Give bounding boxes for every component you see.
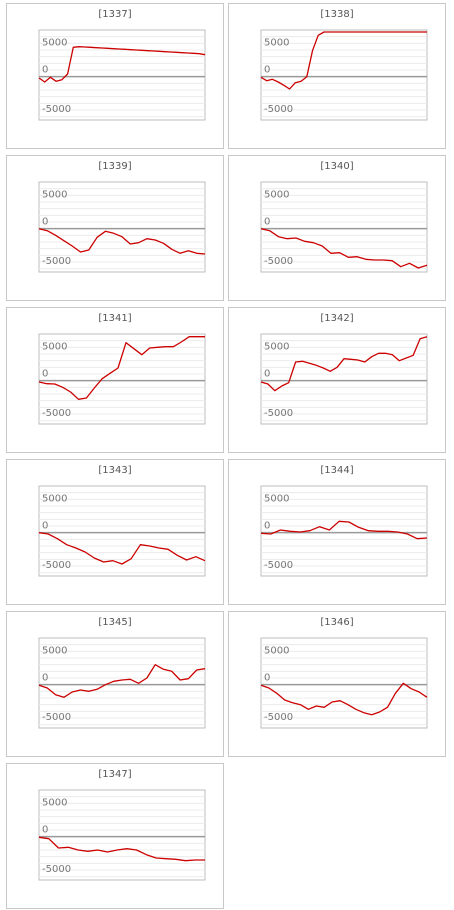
y-tick-label: 0: [264, 673, 270, 684]
plot-area: [260, 333, 428, 425]
chart-title: [1339]: [98, 161, 132, 172]
chart-title: [1341]: [98, 313, 132, 324]
chart-panel: [1338] 5000 0 -5000: [228, 3, 446, 149]
chart-title: [1338]: [320, 9, 354, 20]
y-tick-label: 0: [42, 521, 48, 532]
line-chart: 5000 0 -5000: [38, 637, 206, 729]
y-tick-label: 0: [264, 65, 270, 76]
chart-title: [1347]: [98, 769, 132, 780]
plot-area: [38, 485, 206, 577]
y-tick-label: -5000: [264, 256, 293, 267]
plot-area: [260, 181, 428, 273]
series-line: [38, 336, 205, 400]
chart-title: [1345]: [98, 617, 132, 628]
chart-panel: [1342] 5000 0 -5000: [228, 307, 446, 453]
y-tick-label: 5000: [264, 645, 289, 656]
series-line: [260, 31, 427, 90]
series-line: [260, 336, 428, 392]
line-chart: 5000 0 -5000: [260, 29, 428, 121]
line-chart: 5000 0 -5000: [38, 333, 206, 425]
y-tick-label: 0: [42, 65, 48, 76]
series-line: [260, 520, 428, 540]
y-tick-label: 0: [42, 217, 48, 228]
y-tick-label: 5000: [264, 341, 289, 352]
plot-area: [38, 181, 206, 273]
plot-area: [38, 789, 206, 881]
series-line: [38, 46, 206, 83]
line-chart: 5000 0 -5000: [38, 789, 206, 881]
y-tick-label: 5000: [42, 493, 67, 504]
y-tick-label: 0: [264, 521, 270, 532]
series-line: [38, 532, 206, 565]
chart-panel: [1347] 5000 0 -5000: [6, 763, 224, 909]
y-tick-label: 0: [42, 825, 48, 836]
plot-area: [260, 29, 428, 121]
chart-panel: [1345] 5000 0 -5000: [6, 611, 224, 757]
chart-title: [1337]: [98, 9, 132, 20]
plot-area: [260, 637, 428, 729]
line-chart: 5000 0 -5000: [260, 637, 428, 729]
y-tick-label: -5000: [42, 408, 71, 419]
line-chart: 5000 0 -5000: [38, 485, 206, 577]
chart-panel: [1343] 5000 0 -5000: [6, 459, 224, 605]
chart-title: [1346]: [320, 617, 354, 628]
plot-area: [38, 333, 206, 425]
y-tick-label: 5000: [42, 189, 67, 200]
line-chart: 5000 0 -5000: [38, 29, 206, 121]
chart-title: [1343]: [98, 465, 132, 476]
y-tick-label: -5000: [264, 408, 293, 419]
chart-panel: [1340] 5000 0 -5000: [228, 155, 446, 301]
line-chart: 5000 0 -5000: [38, 181, 206, 273]
line-chart: 5000 0 -5000: [260, 485, 428, 577]
line-chart: 5000 0 -5000: [260, 333, 428, 425]
y-tick-label: 5000: [42, 797, 67, 808]
y-tick-label: 5000: [42, 341, 67, 352]
y-tick-label: 5000: [42, 37, 67, 48]
chart-panel: [1339] 5000 0 -5000: [6, 155, 224, 301]
plot-area: [38, 637, 206, 729]
y-tick-label: 0: [264, 369, 270, 380]
y-tick-label: -5000: [42, 104, 71, 115]
series-line: [38, 836, 205, 862]
line-chart: 5000 0 -5000: [260, 181, 428, 273]
chart-title: [1342]: [320, 313, 354, 324]
chart-title: [1344]: [320, 465, 354, 476]
series-line: [38, 664, 206, 698]
series-line: [38, 228, 206, 255]
chart-title: [1340]: [320, 161, 354, 172]
y-tick-label: -5000: [42, 256, 71, 267]
y-tick-label: -5000: [42, 560, 71, 571]
y-tick-label: 5000: [264, 493, 289, 504]
series-line: [260, 682, 428, 716]
y-tick-label: 0: [264, 217, 270, 228]
y-tick-label: -5000: [264, 712, 293, 723]
chart-panel: [1341] 5000 0 -5000: [6, 307, 224, 453]
chart-panel: [1346] 5000 0 -5000: [228, 611, 446, 757]
y-tick-label: 5000: [264, 189, 289, 200]
y-tick-label: 5000: [42, 645, 67, 656]
y-tick-label: 0: [42, 369, 48, 380]
y-tick-label: 5000: [264, 37, 289, 48]
chart-panel: [1337] 5000 0 -5000: [6, 3, 224, 149]
y-tick-label: 0: [42, 673, 48, 684]
y-tick-label: -5000: [42, 712, 71, 723]
y-tick-label: -5000: [264, 104, 293, 115]
y-tick-label: -5000: [42, 864, 71, 875]
chart-panel: [1344] 5000 0 -5000: [228, 459, 446, 605]
y-tick-label: -5000: [264, 560, 293, 571]
series-line: [260, 228, 428, 269]
